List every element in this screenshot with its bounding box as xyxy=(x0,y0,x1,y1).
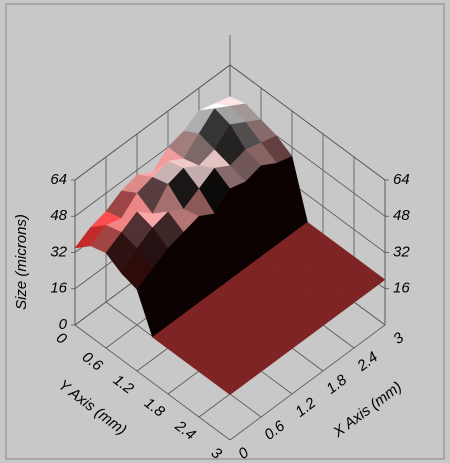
y-grid-line xyxy=(229,324,386,441)
x-grid-line xyxy=(74,324,231,441)
box-edge xyxy=(74,64,231,181)
surface-facet xyxy=(214,371,246,395)
z-tick-label: 16 xyxy=(393,280,410,297)
z-axis-label: Size (microns) xyxy=(13,214,30,310)
z-tick-label: 48 xyxy=(50,207,67,224)
z-tick-label: 48 xyxy=(393,207,410,224)
z-tick-label: 64 xyxy=(50,171,67,188)
z-tick-label: 0 xyxy=(59,316,68,333)
box-edge xyxy=(229,64,386,181)
z-tick-label: 64 xyxy=(393,171,410,188)
z-tick-label: 16 xyxy=(50,280,67,297)
z-tick-label: 32 xyxy=(393,243,410,260)
z-tick-label: 32 xyxy=(50,243,67,260)
